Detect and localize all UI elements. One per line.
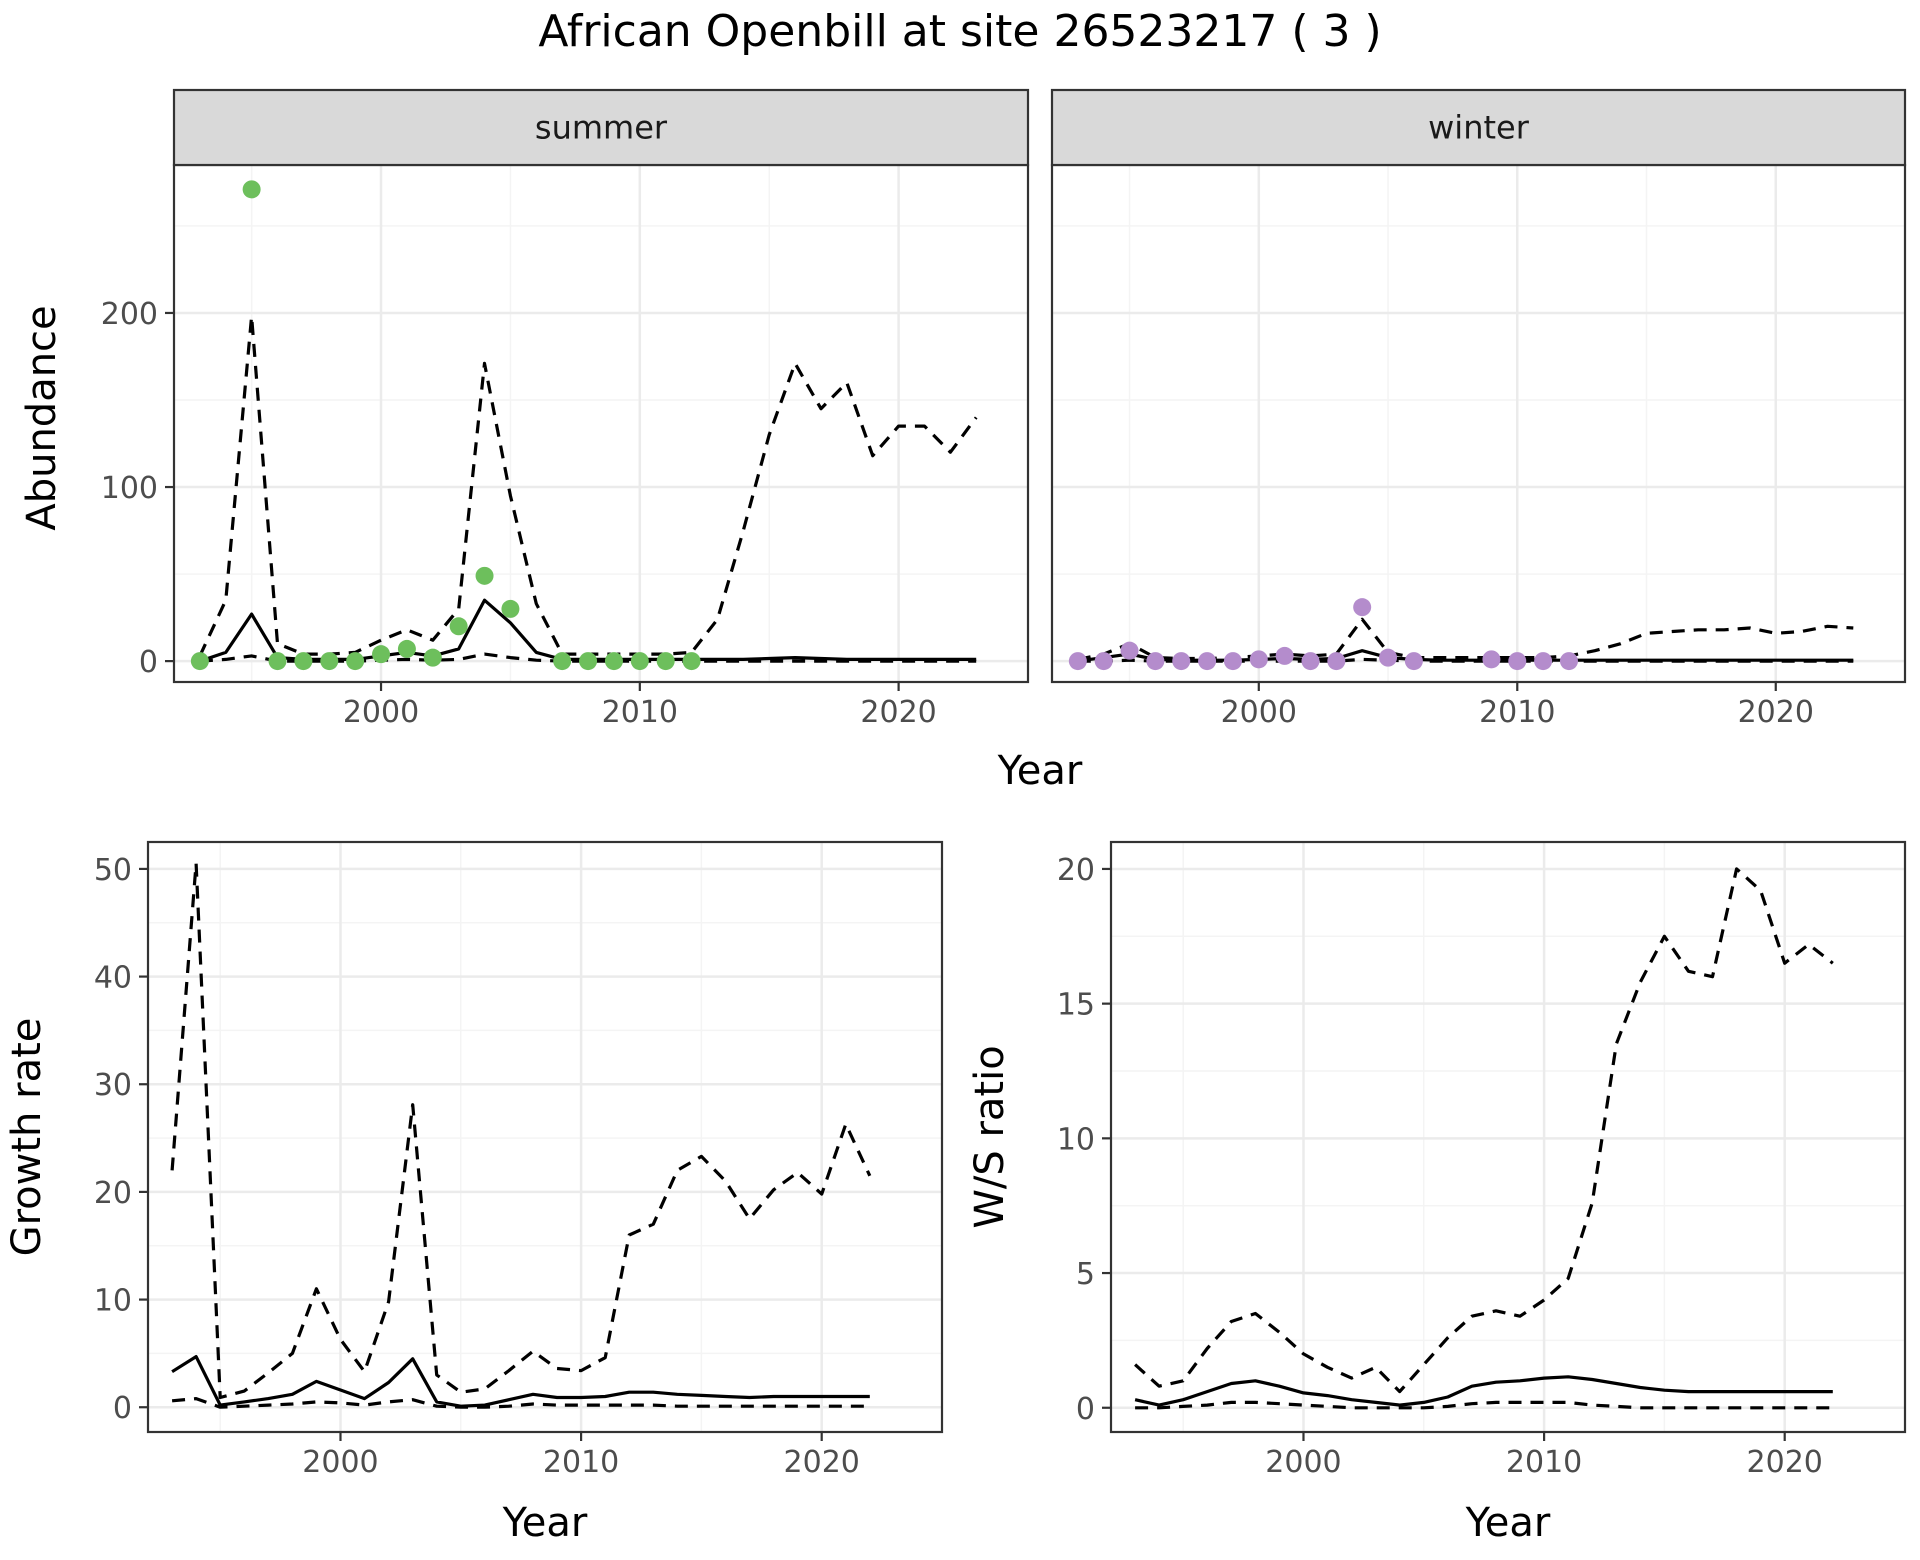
winter-observed-point [1404, 652, 1423, 671]
x-axis-title: Year [1465, 1500, 1551, 1546]
top-y-axis-title: Abundance [19, 305, 65, 530]
summer-observed-point [268, 652, 287, 671]
winter-observed-point [1094, 652, 1113, 671]
winter-observed-point [1327, 652, 1346, 671]
summer-observed-point [320, 652, 339, 671]
summer-observed-point [346, 652, 365, 671]
panel-border [146, 840, 944, 1434]
y-tick-label: 5 [1076, 1257, 1095, 1292]
facet-strip-label: winter [1428, 109, 1530, 147]
summer-lower-line [199, 652, 977, 663]
winter-observed-point [1559, 652, 1578, 671]
x-tick-label: 2010 [1479, 695, 1555, 730]
summer-observed-point [656, 652, 675, 671]
ws-ratio-panel: 2000 2010 2020 0 5 10 15 20 Year W/S ratio [967, 840, 1907, 1546]
plot-background [1052, 165, 1905, 682]
summer-observed-point [242, 180, 261, 199]
x-tick-label: 2020 [1738, 695, 1814, 730]
y-tick-label: 15 [1057, 988, 1095, 1023]
y-axis-title: W/S ratio [967, 1045, 1013, 1228]
y-tick-label: 100 [101, 471, 158, 506]
x-tick-label: 2010 [543, 1445, 619, 1480]
growth-mean-line [171, 1354, 870, 1408]
summer-observed-point [294, 652, 313, 671]
y-tick-label: 10 [1057, 1122, 1095, 1157]
winter-observed-point [1198, 652, 1217, 671]
winter-observed-point [1068, 652, 1087, 671]
top-x-axis-title: Year [997, 748, 1083, 794]
summer-observed-point [553, 652, 572, 671]
winter-observed-point [1353, 598, 1372, 617]
growth-upper-line [170, 861, 872, 1400]
y-tick-label: 0 [113, 1391, 132, 1426]
plot-background [148, 842, 942, 1432]
y-tick-label: 50 [94, 853, 132, 888]
y-tick-label: 20 [1057, 853, 1095, 888]
x-tick-label: 2000 [302, 1445, 378, 1480]
winter-observed-point [1379, 648, 1398, 667]
winter-panel: winter 2000 2010 2020 [1050, 88, 1907, 730]
winter-observed-point [1508, 652, 1527, 671]
x-tick-label: 2010 [1506, 1445, 1582, 1480]
figure-title: African Openbill at site 26523217 ( 3 ) [538, 6, 1381, 57]
y-tick-label: 0 [1076, 1392, 1095, 1427]
facet-strip-label: summer [535, 109, 668, 147]
ratio-upper-line [1134, 867, 1834, 1394]
x-tick-label: 2010 [602, 695, 678, 730]
winter-observed-point [1482, 650, 1501, 669]
winter-lower-line [1077, 657, 1854, 663]
x-tick-label: 2020 [784, 1445, 860, 1480]
winter-observed-point [1146, 652, 1165, 671]
growth-rate-panel: 2000 2010 2020 0 10 20 30 40 50 Year Growth rate [4, 840, 944, 1546]
x-tick-label: 2000 [1221, 695, 1297, 730]
summer-observed-point [501, 599, 520, 618]
winter-observed-point [1275, 646, 1294, 665]
y-tick-label: 30 [94, 1068, 132, 1103]
x-axis-title: Year [502, 1500, 588, 1546]
ratio-mean-line [1134, 1375, 1833, 1407]
y-tick-label: 20 [94, 1176, 132, 1211]
y-axis-title: Growth rate [4, 1018, 50, 1257]
winter-observed-point [1301, 652, 1320, 671]
winter-observed-point [1534, 652, 1553, 671]
y-tick-label: 10 [94, 1284, 132, 1319]
summer-observed-point [630, 652, 649, 671]
x-tick-label: 2020 [1747, 1445, 1823, 1480]
plot-background [174, 165, 1028, 682]
summer-panel: summer 2000 2010 2020 0 100 200 [101, 88, 1030, 730]
ratio-lower-line [1135, 1400, 1833, 1410]
summer-observed-point [423, 648, 442, 667]
summer-observed-point [397, 639, 416, 658]
summer-observed-point [682, 652, 701, 671]
y-tick-label: 200 [101, 297, 158, 332]
winter-observed-point [1223, 652, 1242, 671]
x-tick-label: 2020 [860, 695, 936, 730]
facet-strip [1050, 88, 1907, 167]
facet-strip [172, 88, 1030, 167]
winter-observed-point [1120, 641, 1139, 660]
y-tick-label: 0 [139, 645, 158, 680]
y-tick-label: 40 [94, 961, 132, 996]
plot-background [1111, 842, 1905, 1432]
growth-lower-line [171, 1396, 870, 1409]
summer-observed-point [579, 652, 598, 671]
x-tick-label: 2000 [343, 695, 419, 730]
summer-observed-point [372, 645, 391, 664]
x-tick-label: 2000 [1265, 1445, 1341, 1480]
summer-observed-point [449, 617, 468, 636]
winter-observed-point [1249, 650, 1268, 669]
panel-border [1109, 840, 1907, 1434]
summer-observed-point [604, 652, 623, 671]
winter-observed-point [1172, 652, 1191, 671]
summer-observed-point [475, 566, 494, 585]
summer-observed-point [190, 652, 209, 671]
